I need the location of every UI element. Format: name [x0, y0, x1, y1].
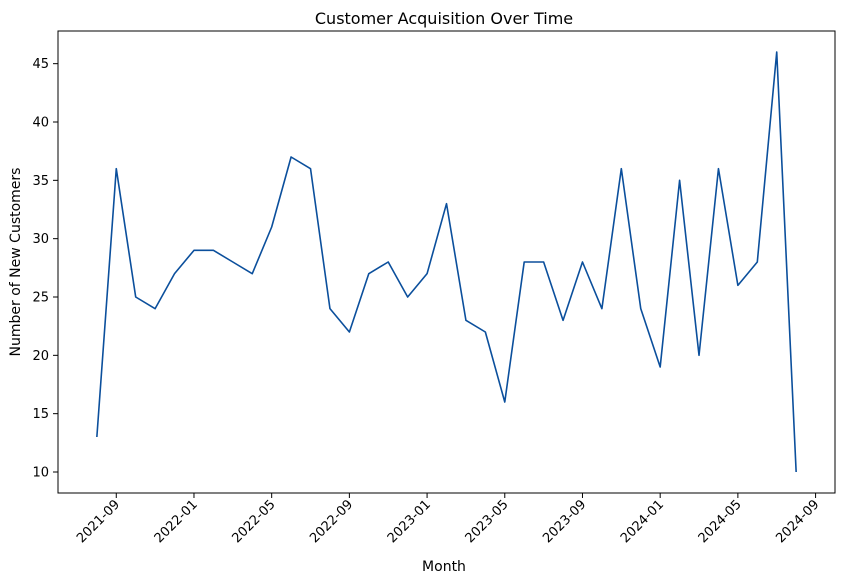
y-tick-label: 40	[32, 116, 49, 131]
x-tick-label: 2024-05	[696, 497, 745, 546]
y-axis: 10 15 20 25 30 35 40 45	[32, 57, 58, 481]
y-tick-label: 20	[32, 349, 49, 364]
y-tick-label: 45	[32, 57, 49, 72]
x-tick-label: 2024-09	[773, 497, 822, 546]
y-tick-label: 15	[32, 407, 49, 422]
x-tick-label: 2022-01	[152, 497, 201, 546]
y-tick-label: 10	[32, 466, 49, 481]
x-tick-label: 2023-09	[540, 497, 589, 546]
x-tick-label: 2021-09	[74, 497, 123, 546]
y-axis-label: Number of New Customers	[8, 168, 24, 357]
x-tick-label: 2023-01	[385, 497, 434, 546]
series-line	[96, 51, 797, 473]
y-tick-label: 25	[32, 291, 49, 306]
y-tick-label: 30	[32, 232, 49, 247]
plot-area-frame	[57, 30, 836, 494]
chart-title: Customer Acquisition Over Time	[315, 9, 573, 28]
x-axis-label: Month	[422, 559, 466, 575]
x-axis: 2021-09 2022-01 2022-05 2022-09 2023-01 2023-…	[74, 493, 822, 546]
x-tick-label: 2023-05	[463, 497, 512, 546]
y-tick-label: 35	[32, 174, 49, 189]
x-tick-label: 2024-01	[618, 497, 667, 546]
x-tick-label: 2022-05	[229, 497, 278, 546]
x-tick-label: 2022-09	[307, 497, 356, 546]
